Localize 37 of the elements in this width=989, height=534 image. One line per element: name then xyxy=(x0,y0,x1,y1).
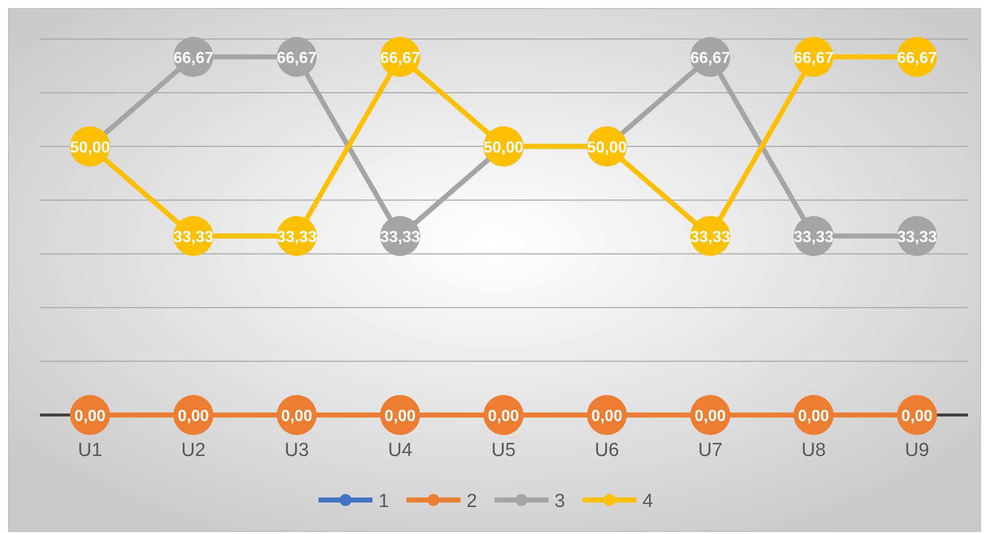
legend-label: 4 xyxy=(642,491,654,512)
legend-label: 1 xyxy=(378,491,390,512)
data-label: 0,00 xyxy=(281,408,312,425)
data-label: 0,00 xyxy=(798,408,830,425)
x-tick-label: U7 xyxy=(698,440,722,461)
data-label: 0,00 xyxy=(591,408,623,425)
data-label: 66,67 xyxy=(896,50,938,67)
data-label: 0,00 xyxy=(488,408,520,425)
x-tick-label: U2 xyxy=(181,440,206,461)
data-label: 50,00 xyxy=(70,139,110,156)
data-label: 66,67 xyxy=(794,50,834,67)
x-tick-label: U6 xyxy=(594,440,620,461)
x-tick-label: U3 xyxy=(284,440,309,461)
data-label: 33,33 xyxy=(896,228,938,246)
data-label: 66,67 xyxy=(690,50,730,67)
x-tick-label: U5 xyxy=(491,440,516,461)
data-label: 50,00 xyxy=(483,139,524,156)
data-label: 33,33 xyxy=(276,228,317,246)
data-label: 0,00 xyxy=(901,408,933,425)
data-label: 0,00 xyxy=(694,408,726,425)
data-label: 33,33 xyxy=(173,228,214,246)
data-label: 0,00 xyxy=(74,408,106,425)
data-label: 33,33 xyxy=(794,228,834,246)
x-tick-label: U8 xyxy=(801,440,826,461)
data-label: 66,67 xyxy=(173,50,214,67)
data-label: 66,67 xyxy=(380,50,420,67)
data-label: 33,33 xyxy=(380,228,420,246)
data-label: 66,67 xyxy=(276,50,317,67)
x-tick-label: U9 xyxy=(904,440,930,461)
data-label: 0,00 xyxy=(384,408,416,425)
data-label: 33,33 xyxy=(690,228,730,246)
data-label: 0,00 xyxy=(178,408,210,425)
x-tick-label: U1 xyxy=(78,440,102,461)
x-tick-label: U4 xyxy=(388,440,413,461)
legend-label: 2 xyxy=(466,491,478,512)
data-label: 50,00 xyxy=(586,139,627,156)
legend-label: 3 xyxy=(554,491,566,512)
